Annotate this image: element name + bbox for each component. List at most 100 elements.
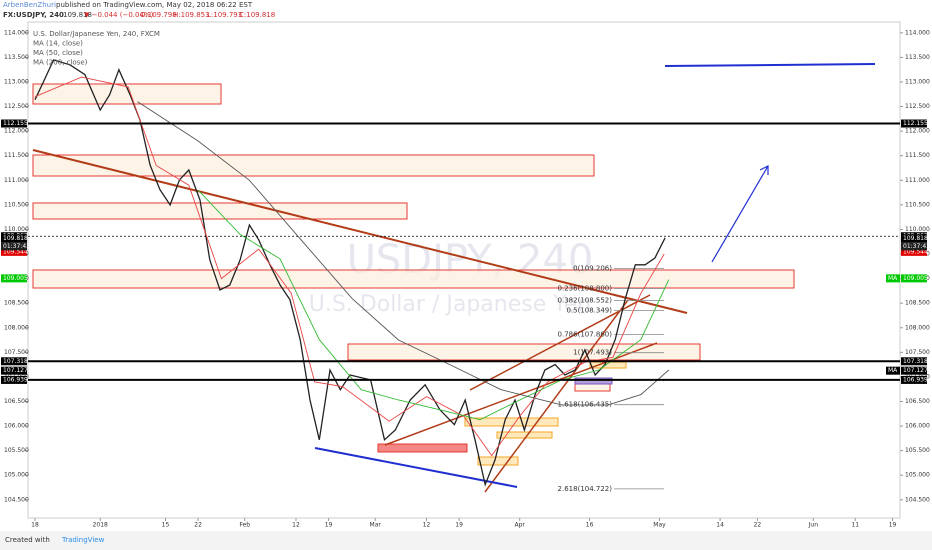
x-tick-label: 19 xyxy=(889,522,897,529)
price-box xyxy=(1,119,27,128)
price-box-label: 109.818 xyxy=(3,235,28,242)
y-tick-label: 111.000 xyxy=(905,177,930,184)
ma-tag xyxy=(886,274,900,283)
fib-label: 0(109.206) xyxy=(573,264,612,272)
y-tick-label: 113.000 xyxy=(905,78,930,85)
zone xyxy=(377,443,468,453)
y-tick-label: 111.500 xyxy=(4,152,29,159)
y-tick-label: 106.000 xyxy=(4,423,29,430)
y-tick-label: 112.000 xyxy=(905,128,930,135)
ma-tag xyxy=(886,366,900,375)
trend-line xyxy=(484,299,629,493)
price-box-label: 107.318 xyxy=(903,358,928,365)
y-tick-label: 106.000 xyxy=(905,423,930,430)
series-line xyxy=(34,59,666,487)
ma-tag-label: MA xyxy=(888,275,898,282)
y-tick-label: 106.500 xyxy=(4,398,29,405)
arrow-head xyxy=(759,165,769,175)
ohlc: C:109.818 xyxy=(239,11,275,19)
price-box-label: 107.127 xyxy=(3,367,28,374)
price-box xyxy=(901,274,927,283)
price-box xyxy=(1,375,27,384)
y-tick-label: 105.000 xyxy=(905,472,930,479)
legend-entry: U.S. Dollar/Japanese Yen, 240, FXCM xyxy=(33,30,160,38)
change: ▼ −0.044 (−0.04%) xyxy=(84,11,154,19)
series-line xyxy=(197,189,670,421)
y-tick-label: 106.500 xyxy=(905,398,930,405)
symbol: FX:USDJPY, 240 xyxy=(3,11,64,19)
publisher[interactable]: ArbenBenZhuri xyxy=(3,1,56,9)
y-tick-label: 112.000 xyxy=(4,128,29,135)
countdown: 01:37:43 xyxy=(3,243,30,250)
price-box xyxy=(1,274,27,283)
x-tick-label: Jun xyxy=(808,522,819,529)
price-box xyxy=(901,357,927,366)
price-box-label: 107.318 xyxy=(3,358,28,365)
plot-frame xyxy=(27,21,901,519)
y-tick-label: 111.000 xyxy=(4,177,29,184)
footer-text: Created with xyxy=(5,536,50,544)
trend-line xyxy=(664,63,876,67)
fib-label: 0.5(108.349) xyxy=(566,307,612,315)
price-box-label: 109.005 xyxy=(903,275,928,282)
zone xyxy=(464,417,559,427)
price-box-label: 109.005 xyxy=(3,275,28,282)
footer-brand[interactable]: TradingView xyxy=(61,536,105,544)
y-tick-label: 114.000 xyxy=(905,29,930,36)
price-box xyxy=(901,247,927,256)
y-tick-label: 110.500 xyxy=(905,201,930,208)
x-tick-label: 22 xyxy=(194,522,202,529)
ohlc: H:109.853 xyxy=(173,11,210,19)
x-tick-label: 15 xyxy=(162,522,170,529)
trend-line xyxy=(314,447,518,488)
y-tick-label: 108.500 xyxy=(905,300,930,307)
x-tick-label: 12 xyxy=(423,522,431,529)
zone xyxy=(477,456,519,466)
y-tick-label: 110.000 xyxy=(4,226,29,233)
fib-label: 0.786(107.860) xyxy=(558,331,613,339)
x-tick-label: 19 xyxy=(325,522,333,529)
x-tick-label: 19 xyxy=(455,522,463,529)
x-tick-label: 18 xyxy=(31,522,39,529)
fib-label: 2.618(104.722) xyxy=(558,485,613,493)
last-price: 109.818 xyxy=(63,11,92,19)
x-tick-label: 12 xyxy=(292,522,300,529)
price-box xyxy=(901,375,927,384)
x-tick-label: Mar xyxy=(370,522,382,529)
price-box xyxy=(901,119,927,128)
y-tick-label: 111.500 xyxy=(905,152,930,159)
fib-label: 1(107.493) xyxy=(573,349,612,357)
y-tick-label: 113.500 xyxy=(905,54,930,61)
published: published on TradingView.com, May 02, 20… xyxy=(56,1,253,9)
y-tick-label: 112.500 xyxy=(4,103,29,110)
series-line xyxy=(34,76,665,457)
x-tick-label: 22 xyxy=(754,522,762,529)
zone xyxy=(32,269,795,289)
y-tick-label: 113.000 xyxy=(4,78,29,85)
ohlc: L:109.793 xyxy=(207,11,242,19)
y-tick-label: 110.500 xyxy=(4,201,29,208)
ma-tag-label: MA xyxy=(888,367,898,374)
zone xyxy=(32,154,595,177)
x-tick-label: 2018 xyxy=(93,522,108,529)
trend-line xyxy=(32,149,688,314)
y-tick-label: 108.000 xyxy=(905,324,930,331)
price-box xyxy=(1,366,27,375)
y-tick-label: 108.500 xyxy=(4,300,29,307)
y-tick-label: 108.000 xyxy=(4,324,29,331)
y-tick-label: 105.500 xyxy=(905,447,930,454)
price-box xyxy=(1,247,27,256)
x-tick-label: 14 xyxy=(716,522,724,529)
y-tick-label: 113.500 xyxy=(4,54,29,61)
price-box-label: 106.939 xyxy=(903,376,928,383)
y-tick-label: 112.500 xyxy=(905,103,930,110)
countdown-box xyxy=(1,242,27,251)
drawings xyxy=(32,63,876,493)
price-box-label: 112.155 xyxy=(3,120,28,127)
zone xyxy=(574,377,613,385)
y-tick-label: 104.500 xyxy=(905,496,930,503)
zone xyxy=(574,383,611,392)
y-tick-label: 110.000 xyxy=(905,226,930,233)
fib-label: 0.382(108.552) xyxy=(558,297,613,305)
